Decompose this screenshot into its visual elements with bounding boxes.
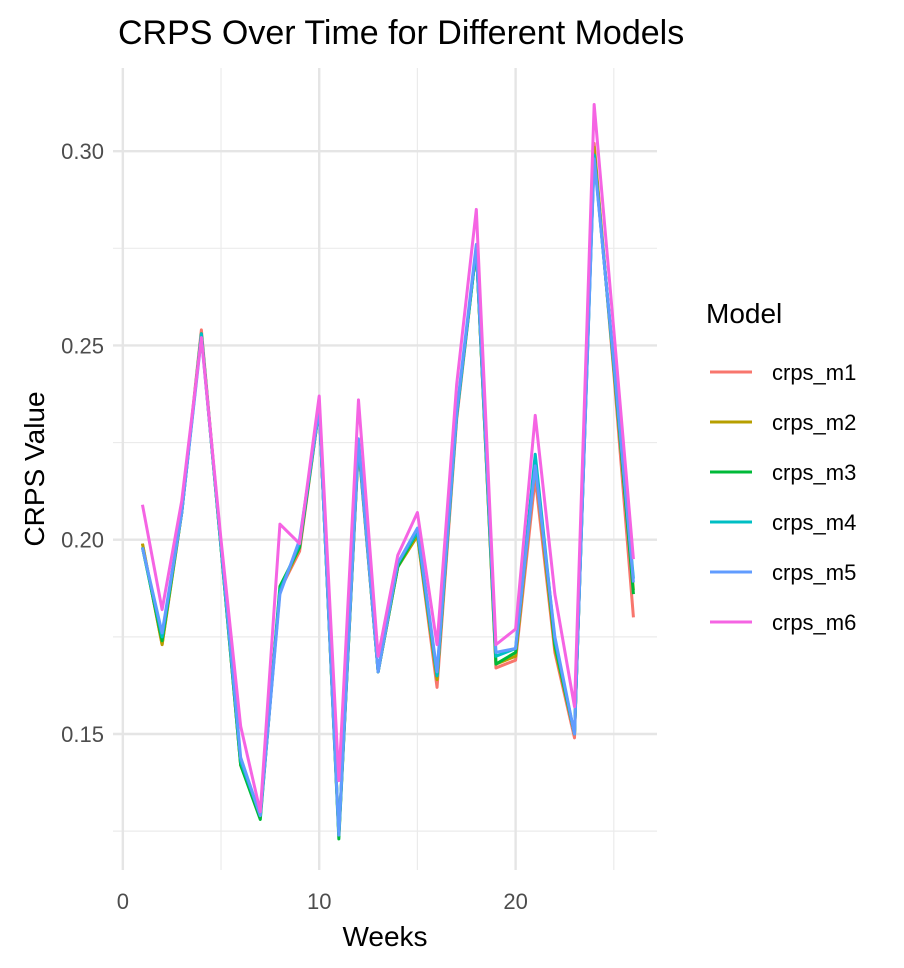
- grid: [113, 68, 657, 870]
- legend-label-crps_m6: crps_m6: [772, 610, 856, 635]
- y-tick-label: 0.20: [61, 528, 104, 553]
- axes: 0 10 20 0.15 0.20 0.25 0.30: [61, 139, 528, 914]
- series-line-crps_m6: [140, 103, 635, 814]
- legend-label-crps_m2: crps_m2: [772, 410, 856, 435]
- y-tick-label: 0.15: [61, 722, 104, 747]
- legend-label-crps_m5: crps_m5: [772, 560, 856, 585]
- x-axis-label: Weeks: [342, 921, 427, 952]
- series-lines: [140, 103, 635, 841]
- x-tick-label: 0: [117, 889, 129, 914]
- legend-label-crps_m3: crps_m3: [772, 460, 856, 485]
- legend-label-crps_m4: crps_m4: [772, 510, 856, 535]
- x-tick-label: 10: [307, 889, 331, 914]
- y-tick-label: 0.30: [61, 139, 104, 164]
- legend-label-crps_m1: crps_m1: [772, 360, 856, 385]
- x-tick-label: 20: [503, 889, 527, 914]
- y-axis-label: CRPS Value: [19, 391, 50, 546]
- y-tick-label: 0.25: [61, 333, 104, 358]
- legend: Model crps_m1 crps_m2 crps_m3 crps_m4 crps_m…: [706, 298, 856, 635]
- legend-title: Model: [706, 298, 782, 329]
- chart-title: CRPS Over Time for Different Models: [118, 14, 684, 52]
